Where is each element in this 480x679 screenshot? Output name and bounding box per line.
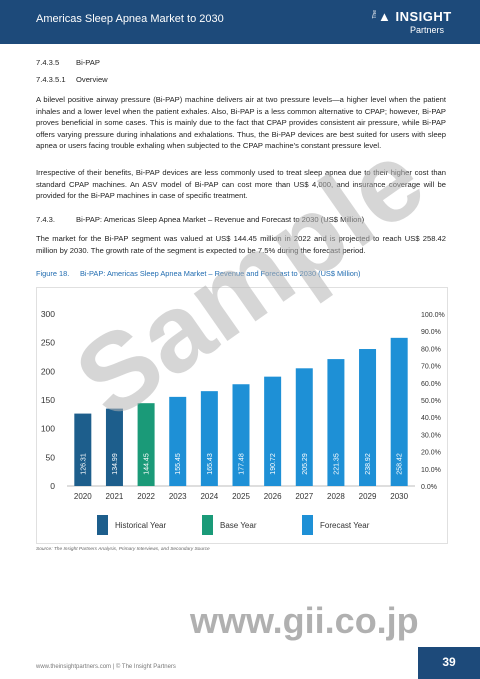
bar-2022 xyxy=(137,403,155,486)
legend-label-base: Base Year xyxy=(220,521,257,530)
y-tick-label: 300 xyxy=(41,309,55,319)
y2-tick-label: 100.0% xyxy=(421,312,445,319)
gii-url-watermark: www.gii.co.jp xyxy=(190,600,419,641)
legend-label-forecast: Forecast Year xyxy=(320,521,370,530)
bar-2027 xyxy=(295,368,313,486)
legend-swatch-forecast xyxy=(302,515,313,535)
bar-value-label: 238.92 xyxy=(365,453,372,475)
bar-value-label: 177.48 xyxy=(239,453,246,475)
bar-value-label: 126.31 xyxy=(80,453,87,475)
y2-tick-label: 20.0% xyxy=(421,450,441,457)
y2-tick-label: 70.0% xyxy=(421,364,441,371)
x-tick-label: 2030 xyxy=(390,492,408,501)
paragraph-market-value: The market for the Bi-PAP segment was va… xyxy=(36,234,446,255)
y2-tick-label: 10.0% xyxy=(421,467,441,474)
section-heading-revenue: 7.4.3. Bi-PAP: Americas Sleep Apnea Marke… xyxy=(36,215,365,224)
legend-label-historical: Historical Year xyxy=(115,521,166,530)
y2-tick-label: 60.0% xyxy=(421,381,441,388)
bar-2021 xyxy=(105,408,123,486)
bar-value-label: 155.45 xyxy=(175,453,182,475)
bar-2030 xyxy=(390,337,408,486)
revenue-chart-svg: 0 50 100 150 200 250 300 0.0% 10.0% 20.0% 30.0% 40.… xyxy=(41,309,445,535)
x-tick-label: 2026 xyxy=(264,492,282,501)
y2-tick-label: 80.0% xyxy=(421,346,441,353)
bar-value-label: 221.35 xyxy=(333,453,340,475)
bar-2020 xyxy=(74,413,92,486)
x-tick-label: 2024 xyxy=(200,492,218,501)
y2-tick-label: 90.0% xyxy=(421,329,441,336)
paragraph-overview: A bilevel positive airway pressure (Bi-P… xyxy=(36,95,446,151)
legend-swatch-historical xyxy=(97,515,108,535)
x-tick-label: 2020 xyxy=(74,492,92,501)
bar-value-label: 134.99 xyxy=(112,453,119,475)
figure-caption: Figure 18. Bi-PAP: Americas Sleep Apnea M… xyxy=(36,269,361,278)
x-tick-label: 2028 xyxy=(327,492,345,501)
x-tick-label: 2025 xyxy=(232,492,250,501)
bar-2024 xyxy=(200,391,218,486)
bar-value-label: 144.45 xyxy=(144,453,151,475)
insight-partners-logo: The ▲ INSIGHT Partners xyxy=(372,9,452,35)
revenue-chart: 0 50 100 150 200 250 300 0.0% 10.0% 20.0% 30.0% 40.… xyxy=(36,287,448,544)
y-tick-label: 150 xyxy=(41,395,55,405)
bar-2023 xyxy=(169,396,187,486)
page-header: Americas Sleep Apnea Market to 2030 The … xyxy=(0,0,480,44)
bar-value-label: 190.72 xyxy=(270,453,277,475)
y-tick-label: 50 xyxy=(46,452,56,462)
y-tick-label: 200 xyxy=(41,366,55,376)
bar-value-label: 258.42 xyxy=(397,453,404,475)
legend-swatch-base xyxy=(202,515,213,535)
y2-tick-label: 50.0% xyxy=(421,398,441,405)
y2-tick-label: 30.0% xyxy=(421,432,441,439)
bar-2025 xyxy=(232,384,250,486)
bar-value-label: 165.43 xyxy=(207,453,214,475)
section-heading-overview: 7.4.3.5.1 Overview xyxy=(36,75,108,84)
bar-2026 xyxy=(264,376,282,486)
x-tick-label: 2023 xyxy=(169,492,187,501)
section-heading-bipap: 7.4.3.5 Bi-PAP xyxy=(36,58,100,67)
x-tick-label: 2022 xyxy=(137,492,155,501)
y-tick-label: 0 xyxy=(50,481,55,491)
figure-source: Source: The Insight Partners Analysis, P… xyxy=(36,547,210,552)
y-tick-label: 250 xyxy=(41,338,55,348)
paragraph-cost: Irrespective of their benefits, Bi-PAP d… xyxy=(36,168,446,201)
x-tick-label: 2029 xyxy=(359,492,377,501)
y-tick-label: 100 xyxy=(41,424,55,434)
x-tick-label: 2027 xyxy=(295,492,313,501)
bar-2028 xyxy=(327,359,345,486)
y2-tick-label: 40.0% xyxy=(421,415,441,422)
bar-value-label: 205.29 xyxy=(302,453,309,475)
bar-2029 xyxy=(359,349,377,486)
report-title: Americas Sleep Apnea Market to 2030 xyxy=(36,13,224,25)
page-footer: www.theinsightpartners.com | © The Insig… xyxy=(36,664,176,670)
page-number: 39 xyxy=(418,647,480,679)
y2-tick-label: 0.0% xyxy=(421,484,437,491)
x-tick-label: 2021 xyxy=(106,492,124,501)
